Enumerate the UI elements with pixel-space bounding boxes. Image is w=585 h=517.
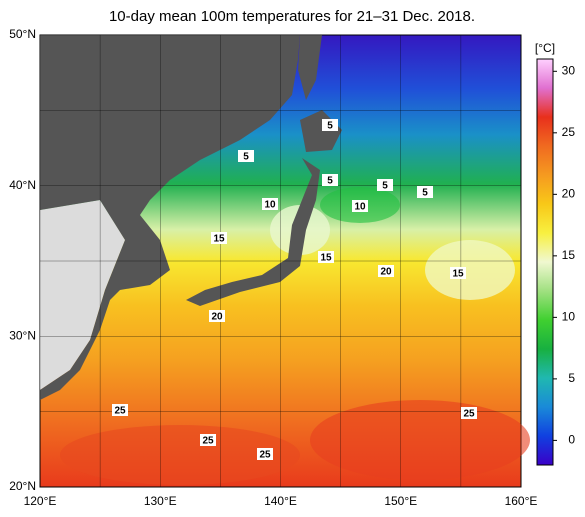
contour-label-box xyxy=(211,232,227,244)
contour-label: 25 xyxy=(463,409,475,420)
x-tick-label: 130°E xyxy=(144,494,177,508)
x-tick-label: 140°E xyxy=(264,494,297,508)
x-tick-label: 120°E xyxy=(24,494,57,508)
contour-label: 5 xyxy=(422,188,428,199)
contour-label: 20 xyxy=(211,312,223,323)
contour-label: 25 xyxy=(259,450,271,461)
contour-label: 15 xyxy=(452,269,464,280)
y-tick-label: 30°N xyxy=(9,329,36,343)
contour-label: 20 xyxy=(380,267,392,278)
contour-label-box xyxy=(377,179,393,191)
contour-label-box xyxy=(378,265,394,277)
colorbar-tick-label: 30 xyxy=(562,63,576,77)
land xyxy=(40,35,300,400)
contour-label: 5 xyxy=(327,176,333,187)
contour-label-box xyxy=(112,404,128,416)
x-tick-label: 150°E xyxy=(384,494,417,508)
colorbar-tick-label: 10 xyxy=(562,310,576,324)
colorbar-tick-label: 25 xyxy=(562,125,576,139)
contour-label: 5 xyxy=(327,121,333,132)
contour-label-box xyxy=(322,174,338,186)
warm-eddy xyxy=(310,400,530,480)
contour-label-box xyxy=(461,407,477,419)
colorbar-tick-label: 15 xyxy=(562,248,576,262)
y-tick-label: 50°N xyxy=(9,27,36,41)
contour-label-box xyxy=(262,198,278,210)
colorbar-tick-label: 0 xyxy=(568,433,575,447)
title: 10-day mean 100m temperatures for 21–31 … xyxy=(109,8,475,25)
contour-label-box xyxy=(417,186,433,198)
warm-eddy xyxy=(60,425,300,485)
warm-eddy xyxy=(425,240,515,300)
land xyxy=(40,200,125,390)
colorbar xyxy=(536,58,554,466)
contour-label-box xyxy=(352,200,368,212)
contour-labels: 5 5 5 5 5 10 10 15 15 15 20 20 25 25 25 25 xyxy=(112,119,477,461)
contour-label: 5 xyxy=(243,152,249,163)
contour-label-box xyxy=(200,434,216,446)
grid xyxy=(39,34,522,488)
contour-label-box xyxy=(450,267,466,279)
contour-label-box xyxy=(318,251,334,263)
land xyxy=(186,158,320,306)
contour-label: 25 xyxy=(114,406,126,417)
land xyxy=(298,35,322,100)
colorbar-label: [°C] xyxy=(535,41,555,55)
contour-label: 25 xyxy=(202,436,214,447)
colorbar-tick-label: 20 xyxy=(562,187,576,201)
contour-label: 10 xyxy=(264,200,276,211)
y-tick-label: 40°N xyxy=(9,178,36,192)
contour-label: 15 xyxy=(320,253,332,264)
contour-label-box xyxy=(322,119,338,131)
contour-label-box xyxy=(209,310,225,322)
y-tick-label: 20°N xyxy=(9,479,36,493)
contour-label-box xyxy=(238,150,254,162)
contour-label-box xyxy=(257,448,273,460)
x-tick-label: 160°E xyxy=(505,494,538,508)
contour-label: 10 xyxy=(354,202,366,213)
contour-label: 5 xyxy=(382,181,388,192)
colorbar-tick-label: 5 xyxy=(568,371,575,385)
contour-label: 15 xyxy=(213,234,225,245)
